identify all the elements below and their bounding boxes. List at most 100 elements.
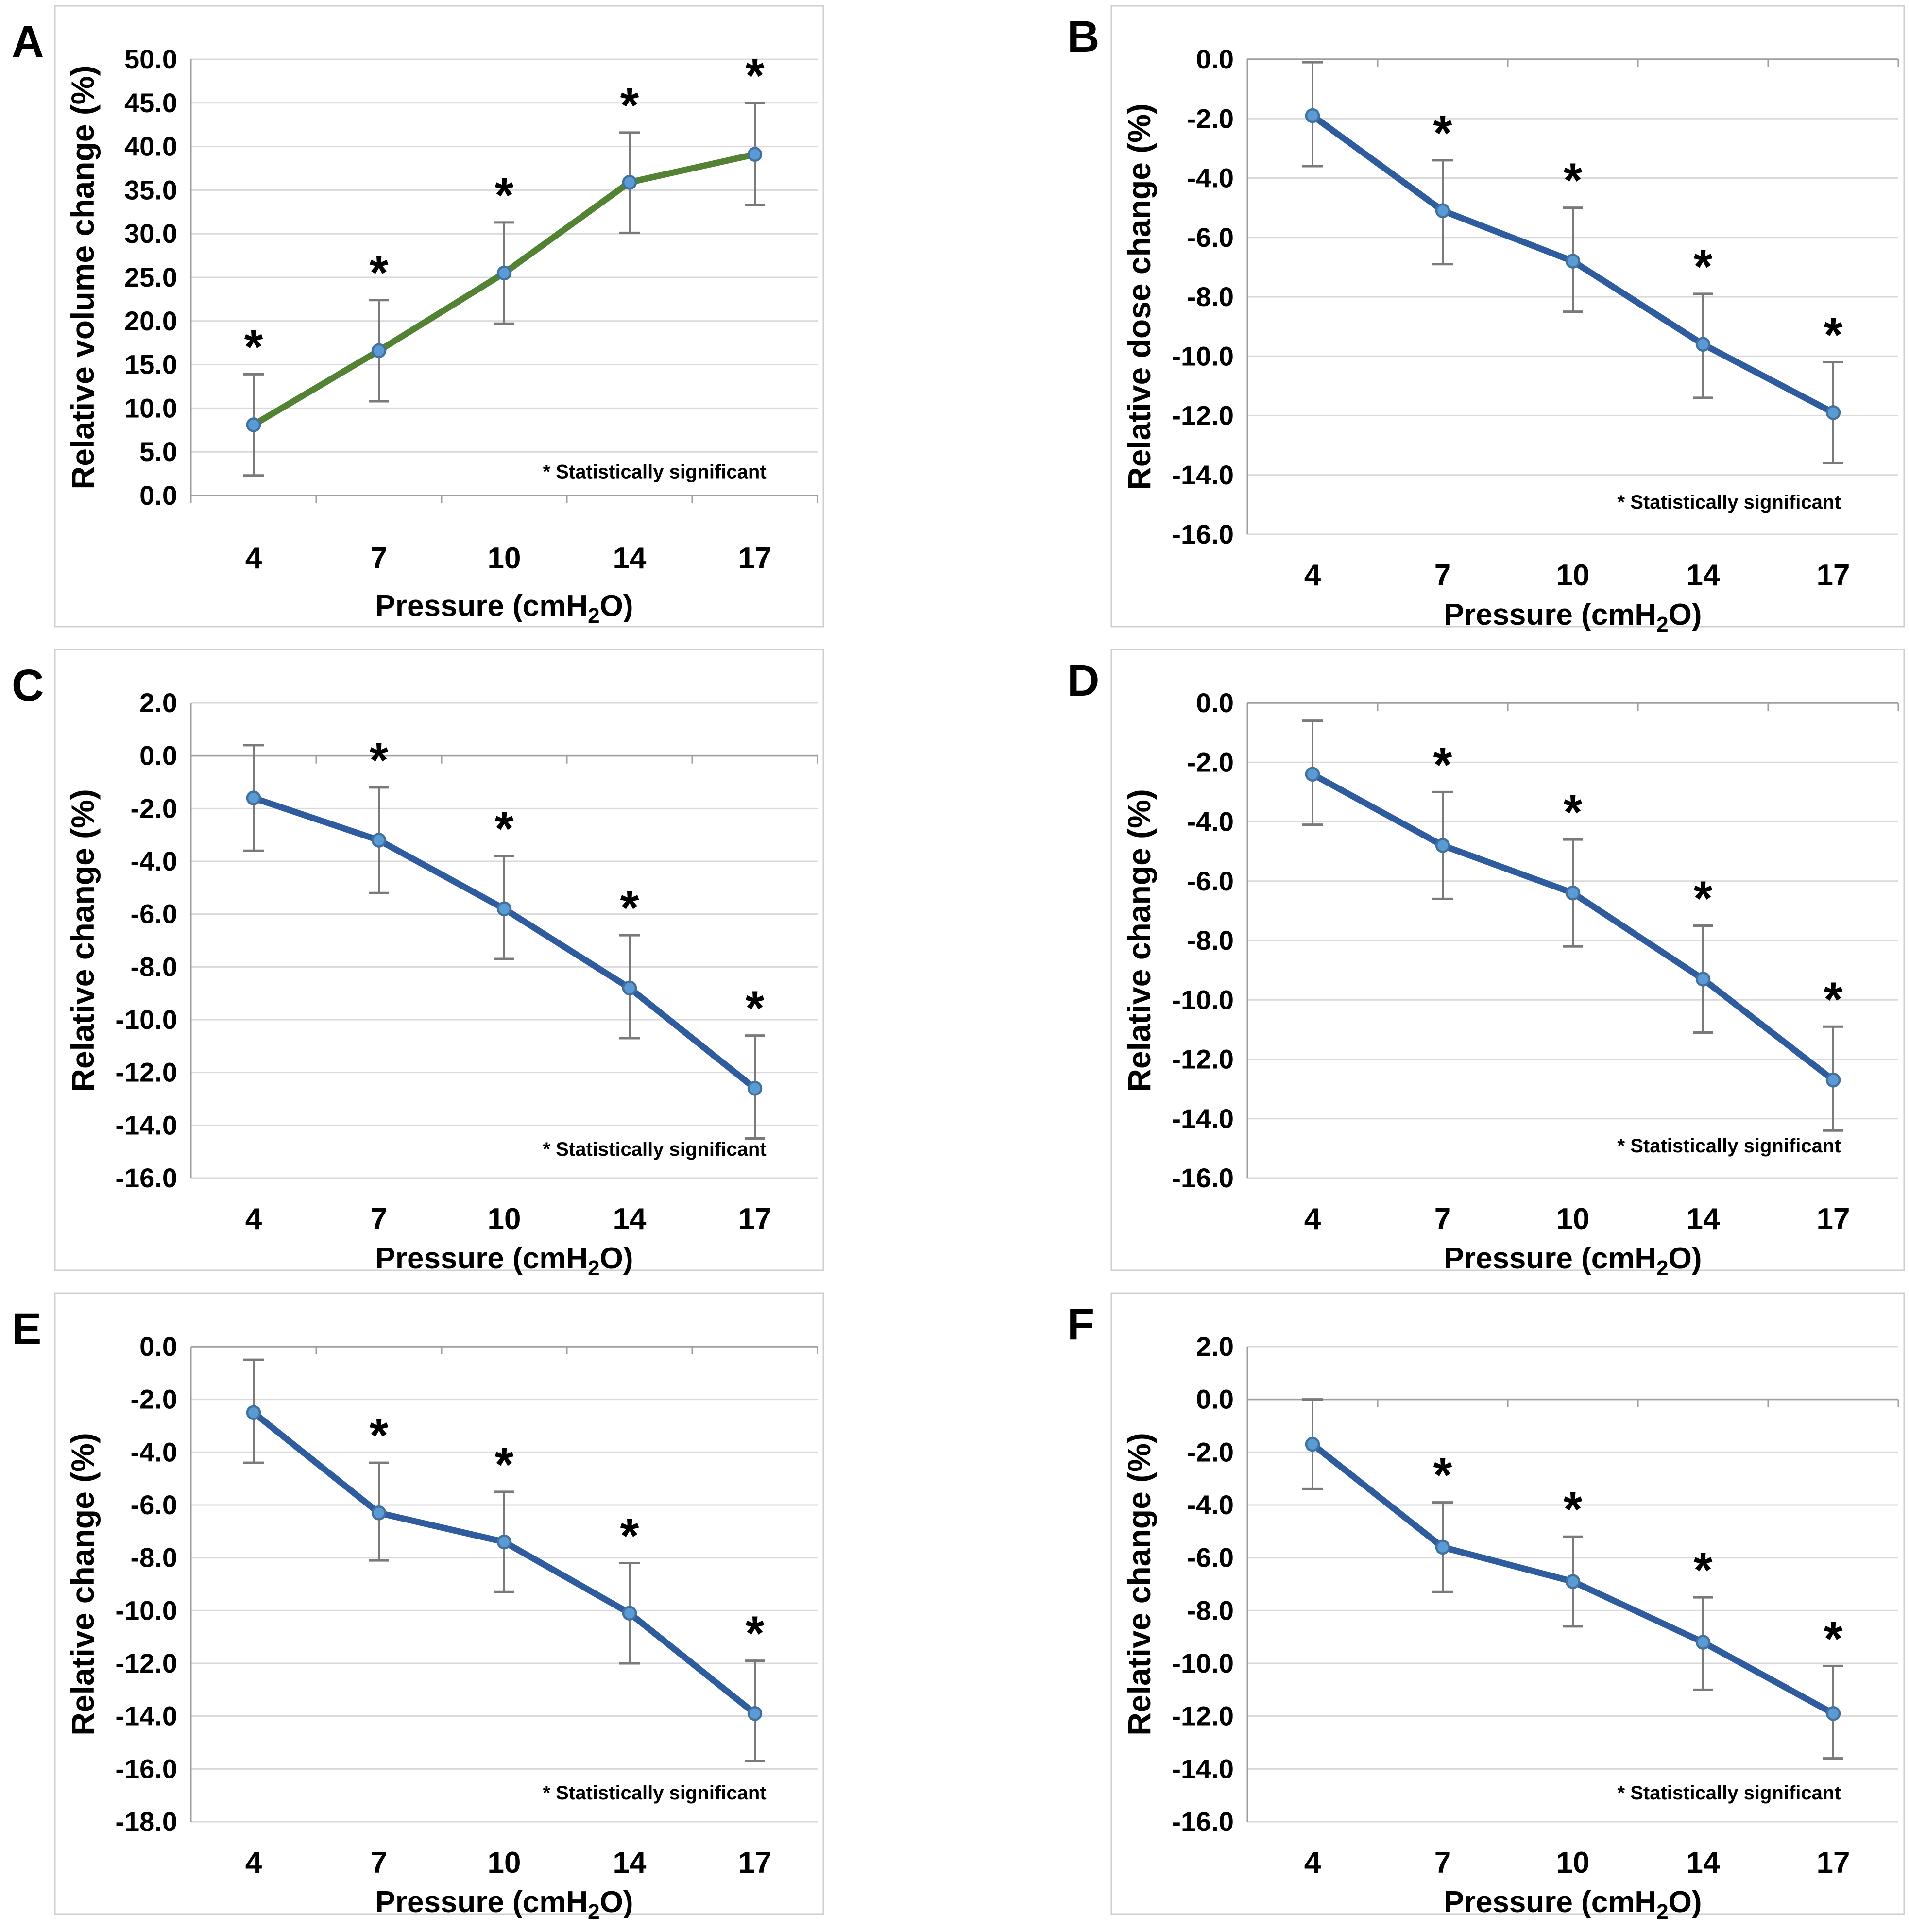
svg-text:30.0: 30.0 (124, 218, 177, 249)
svg-text:*: * (1433, 106, 1452, 160)
svg-text:-8.0: -8.0 (131, 1542, 178, 1573)
svg-text:*: * (1564, 154, 1583, 208)
svg-text:-8.0: -8.0 (1187, 1595, 1234, 1625)
y-axis-title: Relative change (%) (1121, 1433, 1157, 1736)
error-bars (1302, 61, 1843, 464)
data-markers (246, 147, 763, 432)
significance-note: * Statistically significant (1618, 1782, 1841, 1804)
chart-border (1110, 1292, 1905, 1915)
svg-text:-6.0: -6.0 (1187, 222, 1234, 253)
svg-text:-16.0: -16.0 (1172, 1806, 1234, 1837)
svg-text:-2.0: -2.0 (1187, 1436, 1234, 1467)
svg-text:17: 17 (738, 1846, 772, 1880)
y-tick-labels: 0.0 -2.0 -4.0 -6.0 -8.0 -10.0 -12.0 -14.0 -16.0 -… (115, 1331, 177, 1837)
panel-b: B * * * * 0.0 -2.0 -4.0 -6.0 -8.0 -10.0 -12.0 -14.0… (954, 0, 1909, 644)
svg-text:4: 4 (1304, 1202, 1321, 1236)
significance-asterisks: * * * * * (244, 49, 765, 375)
svg-text:35.0: 35.0 (124, 174, 177, 205)
svg-text:20.0: 20.0 (124, 306, 177, 336)
significance-asterisks: * * * * (370, 1408, 765, 1661)
panel-c-letter: C (12, 661, 44, 710)
svg-text:-10.0: -10.0 (115, 1595, 177, 1625)
svg-text:4: 4 (245, 1202, 262, 1236)
svg-text:-16.0: -16.0 (1172, 519, 1234, 549)
panel-f: F * * * * 2.0 0.0 -2.0 -4.0 -6.0 -8.0 -10.0 -12.0 -1… (954, 1287, 1909, 1931)
svg-text:15.0: 15.0 (124, 349, 177, 380)
svg-text:0.0: 0.0 (1196, 687, 1234, 718)
svg-text:7: 7 (1434, 559, 1451, 592)
panel-a-letter: A (12, 17, 44, 67)
svg-text:-14.0: -14.0 (115, 1110, 177, 1140)
svg-text:2.0: 2.0 (139, 687, 177, 718)
svg-text:-10.0: -10.0 (115, 1004, 177, 1035)
category-axis (1246, 702, 1899, 711)
x-axis-title: Pressure (cmH2O) (1444, 1242, 1702, 1280)
svg-text:5.0: 5.0 (139, 436, 177, 467)
error-bars (243, 102, 765, 477)
svg-text:0.0: 0.0 (139, 1331, 177, 1362)
svg-text:*: * (1694, 871, 1713, 925)
y-axis-title: Relative change (%) (1121, 789, 1157, 1092)
svg-text:*: * (746, 49, 765, 103)
svg-text:-2.0: -2.0 (131, 1384, 178, 1415)
x-tick-labels: 4 7 10 14 17 (1304, 559, 1850, 592)
svg-text:-10.0: -10.0 (1172, 1648, 1234, 1678)
svg-text:10: 10 (1556, 1846, 1590, 1880)
x-axis-title: Pressure (cmH2O) (375, 1885, 633, 1924)
panel-b-letter: B (1067, 12, 1100, 62)
panel-f-chart: * * * * 2.0 0.0 -2.0 -4.0 -6.0 -8.0 -10.0 -12.0 -14.… (1110, 1292, 1905, 1924)
significance-asterisks: * * * * (1433, 1448, 1843, 1666)
significance-note: * Statistically significant (543, 1139, 767, 1160)
svg-text:-12.0: -12.0 (1172, 400, 1234, 431)
x-axis-title: Pressure (cmH2O) (1444, 598, 1702, 636)
svg-text:17: 17 (738, 542, 772, 575)
svg-text:*: * (620, 1509, 639, 1563)
svg-text:45.0: 45.0 (124, 87, 177, 118)
svg-text:4: 4 (1304, 1846, 1321, 1880)
svg-text:14: 14 (1687, 1202, 1720, 1236)
y-tick-labels: 0.0 -2.0 -4.0 -6.0 -8.0 -10.0 -12.0 -14.0 -16.0 (1172, 687, 1234, 1193)
significance-note: * Statistically significant (543, 1782, 767, 1804)
svg-text:4: 4 (1304, 559, 1321, 592)
svg-text:-14.0: -14.0 (115, 1701, 177, 1731)
y-axis-title: Relative change (%) (65, 1433, 101, 1736)
data-markers (246, 1405, 763, 1721)
svg-text:*: * (495, 168, 514, 222)
category-axis (190, 495, 818, 503)
y-tick-labels: 2.0 0.0 -2.0 -4.0 -6.0 -8.0 -10.0 -12.0 -14.0 -16… (1172, 1331, 1234, 1837)
panel-d-chart: * * * * 0.0 -2.0 -4.0 -6.0 -8.0 -10.0 -12.0 -14.0 -1… (1110, 649, 1905, 1280)
svg-text:-12.0: -12.0 (1172, 1044, 1234, 1075)
svg-text:-14.0: -14.0 (1172, 1753, 1234, 1784)
data-markers (1305, 108, 1841, 420)
chart-border (1110, 5, 1905, 628)
significance-asterisks: * * * * (1433, 106, 1843, 362)
panel-c: C * * * * 2.0 0.0 -2.0 -4.0 -6.0 -8.0 -10.0 -12.0 -1… (0, 644, 954, 1287)
svg-text:7: 7 (371, 542, 387, 575)
svg-text:*: * (244, 320, 263, 374)
svg-text:40.0: 40.0 (124, 131, 177, 162)
svg-text:7: 7 (371, 1202, 387, 1236)
svg-text:10: 10 (1556, 1202, 1590, 1236)
svg-text:7: 7 (371, 1846, 387, 1880)
svg-text:-8.0: -8.0 (1187, 925, 1234, 956)
panel-a-chart: *****50.045.040.035.030.025.020.015.010.… (54, 5, 824, 628)
svg-text:-14.0: -14.0 (1172, 460, 1234, 490)
svg-text:*: * (746, 1607, 765, 1661)
y-tick-labels: 50.0 45.0 40.0 35.0 30.0 25.0 20.0 15.0 10.0 5.0 0… (124, 44, 177, 511)
significance-note: * Statistically significant (1618, 492, 1841, 513)
svg-text:-12.0: -12.0 (115, 1057, 177, 1088)
svg-text:-16.0: -16.0 (115, 1753, 177, 1784)
data-markers (1305, 767, 1841, 1088)
y-axis-title: Relative change (%) (65, 789, 101, 1092)
svg-text:-6.0: -6.0 (131, 899, 178, 929)
svg-text:-12.0: -12.0 (1172, 1701, 1234, 1731)
svg-text:2.0: 2.0 (1196, 1331, 1234, 1362)
svg-text:*: * (370, 246, 389, 300)
panel-e-chart: * * * * 0.0 -2.0 -4.0 -6.0 -8.0 -10.0 -12.0 -14.0 -1… (54, 1292, 824, 1924)
svg-text:14: 14 (1687, 559, 1720, 592)
y-axis-title: Relative volume change (%) (65, 66, 101, 490)
svg-text:*: * (1694, 1543, 1713, 1597)
svg-text:17: 17 (738, 1202, 772, 1236)
svg-text:*: * (1433, 737, 1452, 792)
